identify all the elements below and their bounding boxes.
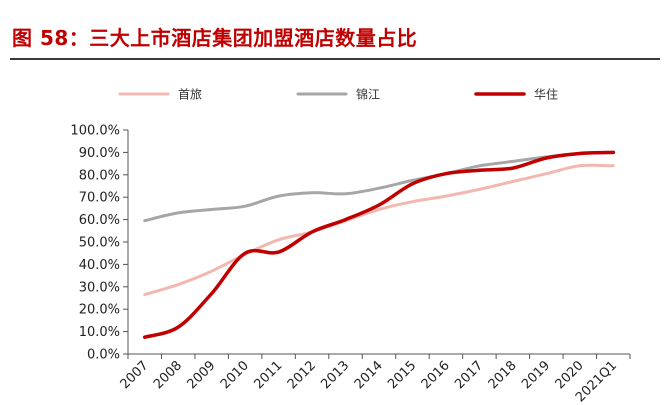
x-axis: 2007 2008 2009 2010 2011 2012 2013 2014 2015 2016…: [118, 353, 631, 405]
y-tick-label: 10.0%: [79, 325, 120, 340]
x-tick-label: 2008: [151, 358, 185, 392]
y-tick-label: 50.0%: [79, 236, 120, 251]
legend: 首旅 锦江 华住: [118, 88, 558, 102]
series-line-1: [143, 163, 615, 297]
legend-label: 锦江: [356, 88, 380, 102]
legend-label: 华住: [534, 88, 558, 102]
series-line-2: [143, 150, 615, 223]
series-line-3: [142, 150, 616, 339]
y-tick-label: 100.0%: [70, 124, 120, 139]
chart-title: 图 58：三大上市酒店集团加盟酒店数量占比: [12, 26, 418, 50]
x-tick-label: 2018: [486, 358, 520, 392]
x-tick-label: 2010: [218, 358, 252, 392]
x-tick-label: 2007: [118, 358, 152, 392]
x-tick-label: 2014: [352, 358, 386, 392]
y-axis: 0.0% 10.0% 20.0% 30.0% 40.0% 50.0% 60.0% 70.0% 8…: [70, 124, 129, 363]
y-tick-label: 90.0%: [79, 146, 120, 161]
y-tick-label: 20.0%: [79, 303, 120, 318]
x-tick-label: 2019: [519, 358, 553, 392]
y-tick-label: 70.0%: [79, 191, 120, 206]
series-lines: [142, 150, 616, 339]
x-tick-label: 2011: [251, 358, 285, 392]
y-tick-label: 40.0%: [79, 258, 120, 273]
x-tick-label: 2016: [419, 358, 453, 392]
x-tick-label: 2013: [318, 358, 352, 392]
y-tick-label: 0.0%: [87, 348, 120, 363]
y-tick-label: 80.0%: [79, 168, 120, 183]
title-divider: [10, 58, 660, 60]
x-tick-label: 2009: [184, 358, 218, 392]
x-tick-label: 2012: [285, 358, 319, 392]
x-tick-label: 2015: [385, 358, 419, 392]
y-tick-label: 30.0%: [79, 280, 120, 295]
legend-label: 首旅: [178, 88, 202, 102]
x-tick-label: 2017: [452, 358, 486, 392]
y-tick-label: 60.0%: [79, 213, 120, 228]
